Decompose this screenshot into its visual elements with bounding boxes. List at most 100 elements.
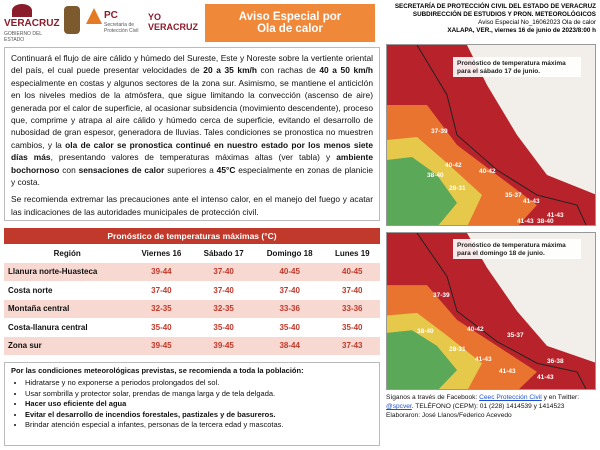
text-run: especialmente en costas y algunos sector…	[11, 77, 373, 150]
logo-text: YO VERACRUZ	[148, 12, 199, 32]
map-label: 41-43	[517, 218, 534, 225]
agency-line: Aviso Especial No_16062023 Ola de calor	[478, 19, 596, 26]
temperature-cell: 37-40	[151, 285, 172, 295]
map-label: 36-38	[547, 358, 564, 365]
footer-line: Síganos a través de Facebook: Ceec Prote…	[386, 393, 598, 402]
region-cell: Costa norte	[8, 285, 53, 295]
paragraph: Se recomienda extremar las precauciones …	[11, 193, 373, 218]
agency-line: SUBDIRECCIÓN DE ESTUDIOS Y PRON. METEORO…	[412, 11, 596, 18]
agency-line: SECRETARÍA DE PROTECCIÓN CIVIL DEL ESTAD…	[394, 3, 596, 10]
table-row: Zona sur 39-45 39-45 38-44 37-43	[4, 336, 380, 355]
column-header: Región	[53, 248, 81, 258]
caption-box	[453, 239, 581, 259]
table-row: Costa norte 37-40 37-40 37-40 37-40	[4, 281, 380, 300]
table-title: Pronóstico de temperaturas máximas (°C)	[4, 228, 380, 244]
map-label: 37-39	[433, 292, 450, 299]
temperature-cell: 35-40	[279, 322, 300, 332]
map-caption: para el domingo 18 de junio.	[457, 250, 545, 257]
text-run: Continuará el flujo de aire cálido y húm…	[11, 53, 373, 76]
table-body: Llanura norte-Huasteca 39-44 37-40 40-45 40-…	[4, 262, 380, 355]
footer: Síganos a través de Facebook: Ceec Prote…	[386, 393, 598, 420]
map-caption: para el sábado 17 de junio.	[457, 68, 540, 75]
map-caption: Pronóstico de temperatura máxima	[457, 60, 566, 67]
temperature-cell: 39-45	[130, 336, 193, 355]
table-row: Costa-llanura central 35-40 35-40 35-40 35-4…	[4, 318, 380, 337]
logo-text: VERACRUZ	[4, 18, 60, 29]
text-run: . TELÉFONO (CEPM): 01 (228) 1414539 y 14…	[411, 403, 565, 410]
text-run: sensaciones de calor	[78, 164, 165, 175]
footer-line: Elaboraron: José Llanos/Federico Acevedo	[386, 411, 598, 420]
paragraph: Continuará el flujo de aire cálido y húm…	[11, 52, 373, 188]
map-label: 38-40	[417, 328, 434, 335]
text-run: , presentando valores de temperaturas má…	[50, 152, 337, 163]
text-run: superiores a	[164, 164, 217, 175]
recommendation: Brindar atención especial a infantes, pe…	[25, 420, 373, 431]
text-run: @spcver	[386, 403, 412, 410]
map-label: 38-40	[427, 172, 444, 179]
title-line: Aviso Especial por	[238, 11, 342, 23]
land-cool	[387, 157, 457, 225]
header-row: Región Viernes 16 Sábado 17 Domingo 18 Lunes…	[4, 244, 380, 263]
text-run: 45°C	[216, 164, 236, 175]
text-run: con	[59, 164, 79, 175]
logo-text: GOBIERNO DEL ESTADO	[4, 31, 42, 43]
map-label: 40-42	[445, 162, 462, 169]
text-run: 40 a 50 km/h	[319, 65, 373, 76]
temperature-cell: 33-36	[254, 299, 325, 318]
temperature-cell: 33-36	[324, 299, 380, 318]
logo-veracruz: VERACRUZ GOBIERNO DEL ESTADO	[4, 4, 60, 43]
text-run: Elaboraron: José Llanos/Federico Acevedo	[386, 412, 512, 419]
recommendation: Hidratarse y no exponerse a periodos pro…	[25, 378, 373, 389]
map-label: 41-43	[475, 356, 492, 363]
region-cell: Montaña central	[4, 299, 131, 318]
logo-text: Secretaría de Protección Civil	[104, 22, 139, 34]
text-run: con rachas de	[256, 65, 320, 76]
temperature-cell: 38-44	[254, 336, 325, 355]
map-label: 41-43	[537, 374, 554, 381]
column-header: Sábado 17	[203, 248, 244, 258]
text-run: ambiente bochornoso	[11, 152, 373, 175]
text-run: y en Twitter:	[541, 394, 580, 401]
temperature-cell: 40-45	[324, 262, 380, 281]
temperature-cell: 35-40	[213, 322, 234, 332]
temperature-cell: 35-40	[342, 322, 363, 332]
map-label: 40-42	[479, 168, 496, 175]
map-label: 35-37	[507, 332, 524, 339]
temperature-cell: 39-45	[192, 336, 255, 355]
table: Región Viernes 16 Sábado 17 Domingo 18 Lunes…	[4, 244, 380, 355]
forecast-table: Pronóstico de temperaturas máximas (°C) …	[4, 228, 380, 355]
region-cell: Llanura norte-Huasteca	[4, 262, 131, 281]
logo-icon	[86, 8, 102, 24]
footer-line: @spcver. TELÉFONO (CEPM): 01 (228) 14145…	[386, 402, 598, 411]
temperature-cell: 37-40	[342, 285, 363, 295]
region-cell: Zona sur	[4, 336, 131, 355]
land-cool	[387, 330, 457, 389]
recommendation: Usar sombrilla y protector solar, prenda…	[25, 389, 373, 400]
title-line: Ola de calor	[257, 23, 323, 35]
table-row: Llanura norte-Huasteca 39-44 37-40 40-45 40-…	[4, 262, 380, 281]
logo-yo-veracruz: YO VERACRUZ	[148, 6, 200, 40]
recommendations-title: Por las condiciones meteorológicas previ…	[11, 366, 304, 375]
recommendations: Por las condiciones meteorológicas previ…	[4, 362, 380, 446]
text-run: especialmente en zonas de planicie y cos…	[11, 164, 373, 188]
logo-pc: PC Secretaría de Protección Civil	[86, 6, 144, 40]
recommendation: Evitar el desarrollo de incendios forest…	[25, 410, 373, 421]
table-row: Montaña central 32-35 32-35 33-36 33-36	[4, 299, 380, 318]
temperature-cell: 37-40	[279, 285, 300, 295]
text-run: Ceec Protección Civil	[479, 394, 542, 401]
map-label: 41-43	[547, 212, 564, 219]
region-cell: Costa-llanura central	[8, 322, 88, 332]
column-header: Viernes 16	[141, 248, 182, 258]
logo-text: PC	[104, 10, 118, 21]
column-header: Lunes 19	[334, 248, 370, 258]
temperature-cell: 32-35	[192, 299, 255, 318]
coat-of-arms	[64, 6, 80, 34]
map-label: 41-43	[523, 198, 540, 205]
recommendation: Hacer uso eficiente del agua	[25, 399, 373, 410]
logo-icon	[12, 4, 32, 17]
agency-block: SECRETARÍA DE PROTECCIÓN CIVIL DEL ESTAD…	[380, 3, 596, 35]
agency-line: XALAPA, VER., viernes 16 de junio de 202…	[447, 27, 596, 34]
temperature-cell: 32-35	[130, 299, 193, 318]
